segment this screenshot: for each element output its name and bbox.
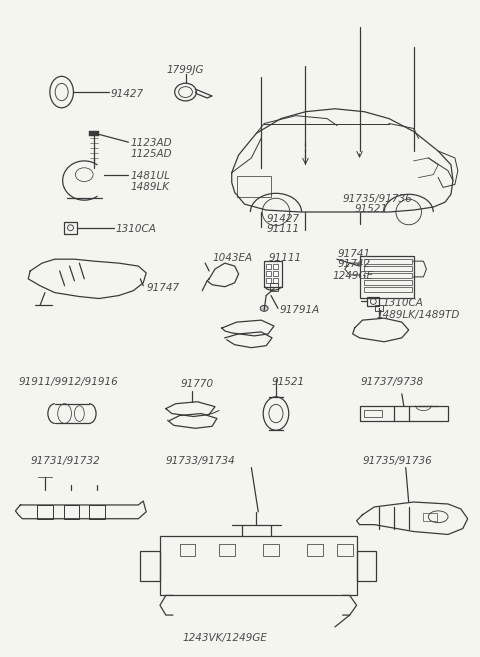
Text: 91770: 91770 [180, 379, 214, 389]
Text: 1310CA: 1310CA [116, 224, 156, 234]
Bar [375, 306, 383, 311]
Bar [64, 505, 79, 519]
Text: 91737/9738: 91737/9738 [360, 377, 424, 387]
Text: 91911/9912/91916: 91911/9912/91916 [18, 377, 118, 387]
Text: 91791A: 91791A [280, 306, 320, 315]
Bar [89, 505, 105, 519]
Text: 91747: 91747 [146, 283, 180, 293]
Bar [266, 271, 271, 276]
Text: 91733/91734: 91733/91734 [166, 456, 236, 466]
Ellipse shape [260, 306, 268, 311]
Bar [307, 544, 323, 556]
Bar [37, 505, 53, 519]
Text: 91521: 91521 [271, 377, 304, 387]
Bar [273, 278, 278, 283]
Text: 1125AD: 1125AD [131, 149, 172, 159]
Bar [364, 280, 412, 284]
Bar [266, 264, 271, 269]
Text: 91731/91732: 91731/91732 [30, 456, 100, 466]
Bar [263, 544, 279, 556]
Bar [360, 405, 448, 421]
Bar [160, 536, 357, 595]
Text: 91735/91736: 91735/91736 [343, 194, 413, 204]
Bar [273, 264, 278, 269]
Text: 91427: 91427 [111, 89, 144, 99]
Text: 1243VK/1249GE: 1243VK/1249GE [182, 633, 267, 643]
Text: 91111: 91111 [266, 224, 299, 234]
Bar [273, 271, 278, 276]
Text: 1043EA: 1043EA [212, 254, 252, 263]
Text: 91741: 91741 [338, 250, 371, 260]
Text: 91742: 91742 [338, 260, 371, 269]
Bar [266, 278, 271, 283]
Text: 1489LK/1489TD: 1489LK/1489TD [376, 310, 460, 321]
Text: 1123AD: 1123AD [131, 138, 172, 148]
Text: 1799JG: 1799JG [167, 64, 204, 74]
Bar [264, 261, 282, 286]
Bar [270, 283, 278, 290]
Text: 91427: 91427 [266, 214, 299, 224]
Bar [219, 544, 235, 556]
Text: 1249GE: 1249GE [333, 271, 374, 281]
Text: 1489LK: 1489LK [131, 181, 169, 192]
Bar [423, 513, 437, 521]
Text: 1481UL: 1481UL [131, 171, 170, 181]
Text: 91111: 91111 [268, 254, 301, 263]
Bar [360, 256, 414, 298]
Bar [237, 175, 271, 197]
Bar [364, 409, 382, 417]
Bar [364, 273, 412, 278]
Bar [180, 544, 195, 556]
Bar [89, 131, 99, 136]
Bar [364, 286, 412, 292]
Bar [367, 296, 379, 306]
Text: 91735/91736: 91735/91736 [362, 456, 432, 466]
Bar [337, 544, 353, 556]
Bar [364, 260, 412, 264]
Bar [140, 551, 160, 581]
Bar [364, 266, 412, 271]
Text: 1310CA: 1310CA [382, 298, 423, 307]
Bar [64, 222, 77, 234]
Bar [357, 551, 376, 581]
Text: 91521: 91521 [355, 204, 388, 214]
